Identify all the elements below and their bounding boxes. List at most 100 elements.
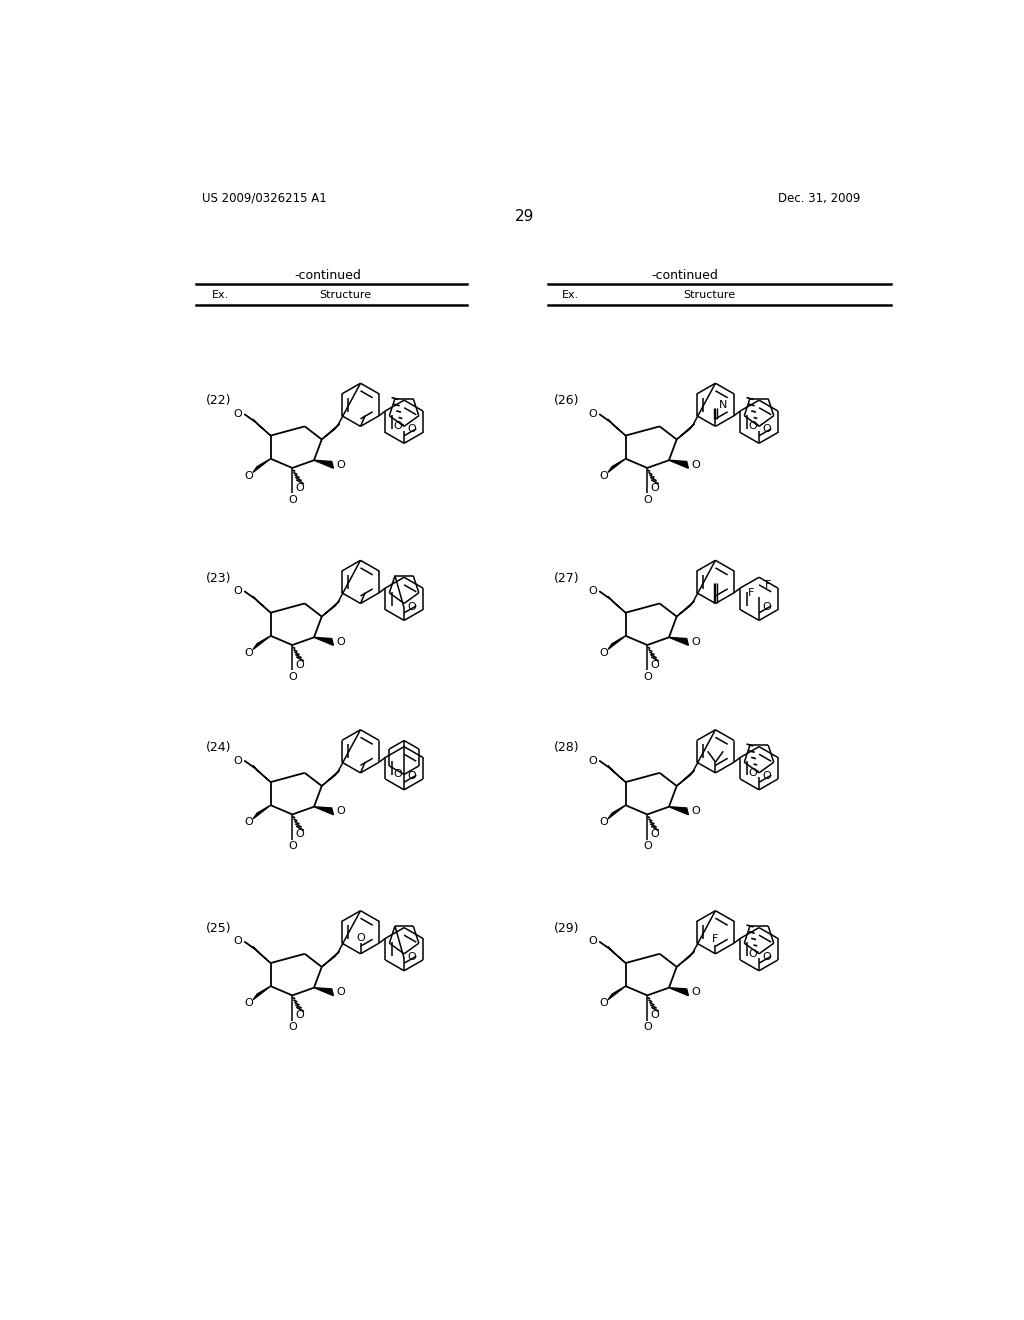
Text: O: O: [588, 586, 597, 597]
Text: O: O: [244, 648, 253, 657]
Text: -continued: -continued: [651, 269, 718, 282]
Polygon shape: [253, 597, 270, 612]
Text: O: O: [599, 648, 607, 657]
Polygon shape: [607, 597, 626, 612]
Text: (24): (24): [206, 741, 231, 754]
Text: N: N: [719, 400, 727, 409]
Polygon shape: [253, 420, 270, 436]
Text: O: O: [408, 602, 416, 611]
Text: -continued: -continued: [295, 269, 361, 282]
Text: O: O: [356, 933, 365, 944]
Text: O: O: [408, 425, 416, 434]
Text: O: O: [599, 998, 607, 1008]
Text: O: O: [233, 936, 242, 946]
Polygon shape: [322, 770, 340, 785]
Text: 29: 29: [515, 209, 535, 223]
Text: O: O: [233, 409, 242, 418]
Polygon shape: [322, 601, 340, 616]
Text: O: O: [296, 483, 304, 492]
Text: O: O: [393, 421, 401, 432]
Text: O: O: [643, 841, 651, 851]
Polygon shape: [669, 461, 688, 469]
Text: O: O: [408, 952, 416, 962]
Text: O: O: [762, 952, 771, 962]
Text: O: O: [643, 1022, 651, 1032]
Text: O: O: [650, 829, 659, 840]
Text: O: O: [748, 421, 757, 432]
Polygon shape: [677, 601, 694, 616]
Text: O: O: [643, 495, 651, 504]
Text: O: O: [691, 459, 700, 470]
Polygon shape: [253, 946, 270, 964]
Polygon shape: [677, 770, 694, 785]
Polygon shape: [253, 636, 270, 649]
Text: O: O: [748, 949, 757, 958]
Text: (26): (26): [554, 395, 580, 408]
Text: O: O: [588, 936, 597, 946]
Text: O: O: [588, 409, 597, 418]
Text: O: O: [599, 817, 607, 828]
Text: O: O: [337, 807, 345, 816]
Polygon shape: [669, 638, 688, 645]
Polygon shape: [607, 766, 626, 781]
Text: Ex.: Ex.: [562, 290, 580, 301]
Polygon shape: [322, 424, 340, 440]
Text: O: O: [244, 471, 253, 480]
Text: O: O: [233, 586, 242, 597]
Polygon shape: [253, 986, 270, 999]
Text: O: O: [599, 471, 607, 480]
Text: O: O: [643, 672, 651, 681]
Text: O: O: [748, 768, 757, 777]
Text: O: O: [691, 638, 700, 647]
Text: O: O: [288, 1022, 297, 1032]
Text: O: O: [288, 672, 297, 681]
Text: O: O: [244, 817, 253, 828]
Text: O: O: [337, 987, 345, 998]
Text: O: O: [691, 987, 700, 998]
Text: O: O: [296, 1010, 304, 1020]
Polygon shape: [608, 805, 626, 818]
Text: O: O: [337, 459, 345, 470]
Polygon shape: [314, 807, 334, 814]
Text: (27): (27): [554, 572, 580, 585]
Text: O: O: [337, 638, 345, 647]
Text: O: O: [296, 660, 304, 671]
Polygon shape: [322, 952, 340, 966]
Text: O: O: [691, 807, 700, 816]
Text: (25): (25): [206, 921, 231, 935]
Polygon shape: [669, 987, 688, 995]
Polygon shape: [669, 807, 688, 814]
Text: Structure: Structure: [683, 290, 735, 301]
Polygon shape: [608, 636, 626, 649]
Polygon shape: [253, 459, 270, 473]
Text: O: O: [762, 425, 771, 434]
Polygon shape: [607, 420, 626, 436]
Text: O: O: [296, 829, 304, 840]
Text: (23): (23): [206, 572, 231, 585]
Polygon shape: [314, 461, 334, 469]
Text: (22): (22): [206, 395, 231, 408]
Polygon shape: [314, 987, 334, 995]
Text: O: O: [288, 495, 297, 504]
Text: F: F: [748, 587, 755, 598]
Polygon shape: [608, 986, 626, 999]
Text: US 2009/0326215 A1: US 2009/0326215 A1: [202, 191, 327, 205]
Text: (29): (29): [554, 921, 580, 935]
Text: O: O: [650, 483, 659, 492]
Text: Dec. 31, 2009: Dec. 31, 2009: [778, 191, 860, 205]
Text: O: O: [233, 755, 242, 766]
Text: Structure: Structure: [318, 290, 371, 301]
Polygon shape: [608, 459, 626, 473]
Text: O: O: [650, 660, 659, 671]
Text: O: O: [288, 841, 297, 851]
Polygon shape: [314, 638, 334, 645]
Text: O: O: [762, 602, 771, 611]
Polygon shape: [607, 946, 626, 964]
Text: O: O: [650, 1010, 659, 1020]
Text: O: O: [588, 755, 597, 766]
Polygon shape: [677, 424, 694, 440]
Text: O: O: [244, 998, 253, 1008]
Polygon shape: [253, 805, 270, 818]
Text: O: O: [762, 771, 771, 781]
Text: O: O: [408, 771, 416, 781]
